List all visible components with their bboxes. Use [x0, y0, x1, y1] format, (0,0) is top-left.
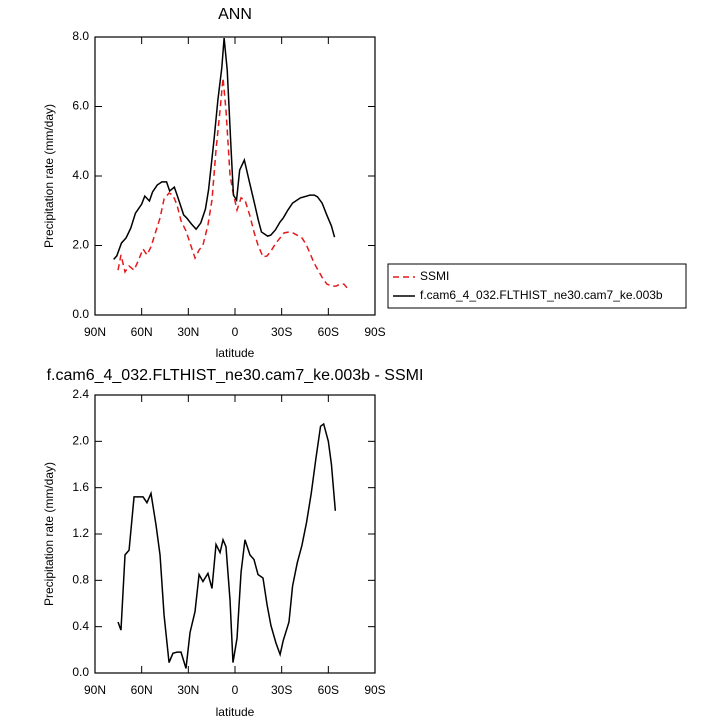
x-tick-label: 60S	[318, 325, 339, 339]
x-tick-label: 30S	[271, 683, 292, 697]
x-axis-label: latitude	[216, 705, 255, 719]
chart-title: ANN	[218, 6, 252, 23]
y-tick-label: 0.0	[72, 307, 89, 321]
x-tick-label: 30N	[177, 325, 199, 339]
plot-frame	[94, 394, 376, 674]
x-tick-label: 60N	[131, 325, 153, 339]
legend-label: f.cam6_4_032.FLTHIST_ne30.cam7_ke.003b	[420, 288, 663, 302]
x-tick-label: 90N	[84, 683, 106, 697]
legend-label: SSMI	[420, 269, 449, 283]
y-tick-label: 6.0	[72, 99, 89, 113]
y-tick-label: 0.0	[72, 665, 89, 679]
y-tick-label: 4.0	[72, 168, 89, 182]
y-tick-label: 1.6	[72, 480, 89, 494]
x-axis-label: latitude	[216, 346, 255, 360]
y-tick-label: 1.2	[72, 526, 89, 540]
y-axis-label: Precipitation rate (mm/day)	[42, 462, 56, 606]
y-axis-label: Precipitation rate (mm/day)	[42, 104, 56, 248]
x-tick-label: 90S	[364, 325, 385, 339]
x-tick-label: 90S	[364, 683, 385, 697]
legend-box	[387, 263, 687, 309]
y-tick-label: 2.4	[72, 387, 89, 401]
y-tick-label: 8.0	[72, 29, 89, 43]
y-tick-label: 2.0	[72, 238, 89, 252]
y-tick-label: 2.0	[72, 434, 89, 448]
x-tick-label: 60N	[131, 683, 153, 697]
x-tick-label: 90N	[84, 325, 106, 339]
x-tick-label: 30N	[177, 683, 199, 697]
data-line	[113, 37, 336, 260]
chart-title: f.cam6_4_032.FLTHIST_ne30.cam7_ke.003b -…	[47, 367, 424, 384]
x-tick-label: 0	[232, 683, 239, 697]
y-tick-label: 0.4	[72, 619, 89, 633]
data-line	[117, 422, 337, 669]
x-tick-label: 60S	[318, 683, 339, 697]
x-tick-label: 30S	[271, 325, 292, 339]
data-line	[117, 77, 349, 290]
x-tick-label: 0	[232, 325, 239, 339]
plot-frame	[94, 36, 376, 316]
y-tick-label: 0.8	[72, 573, 89, 587]
